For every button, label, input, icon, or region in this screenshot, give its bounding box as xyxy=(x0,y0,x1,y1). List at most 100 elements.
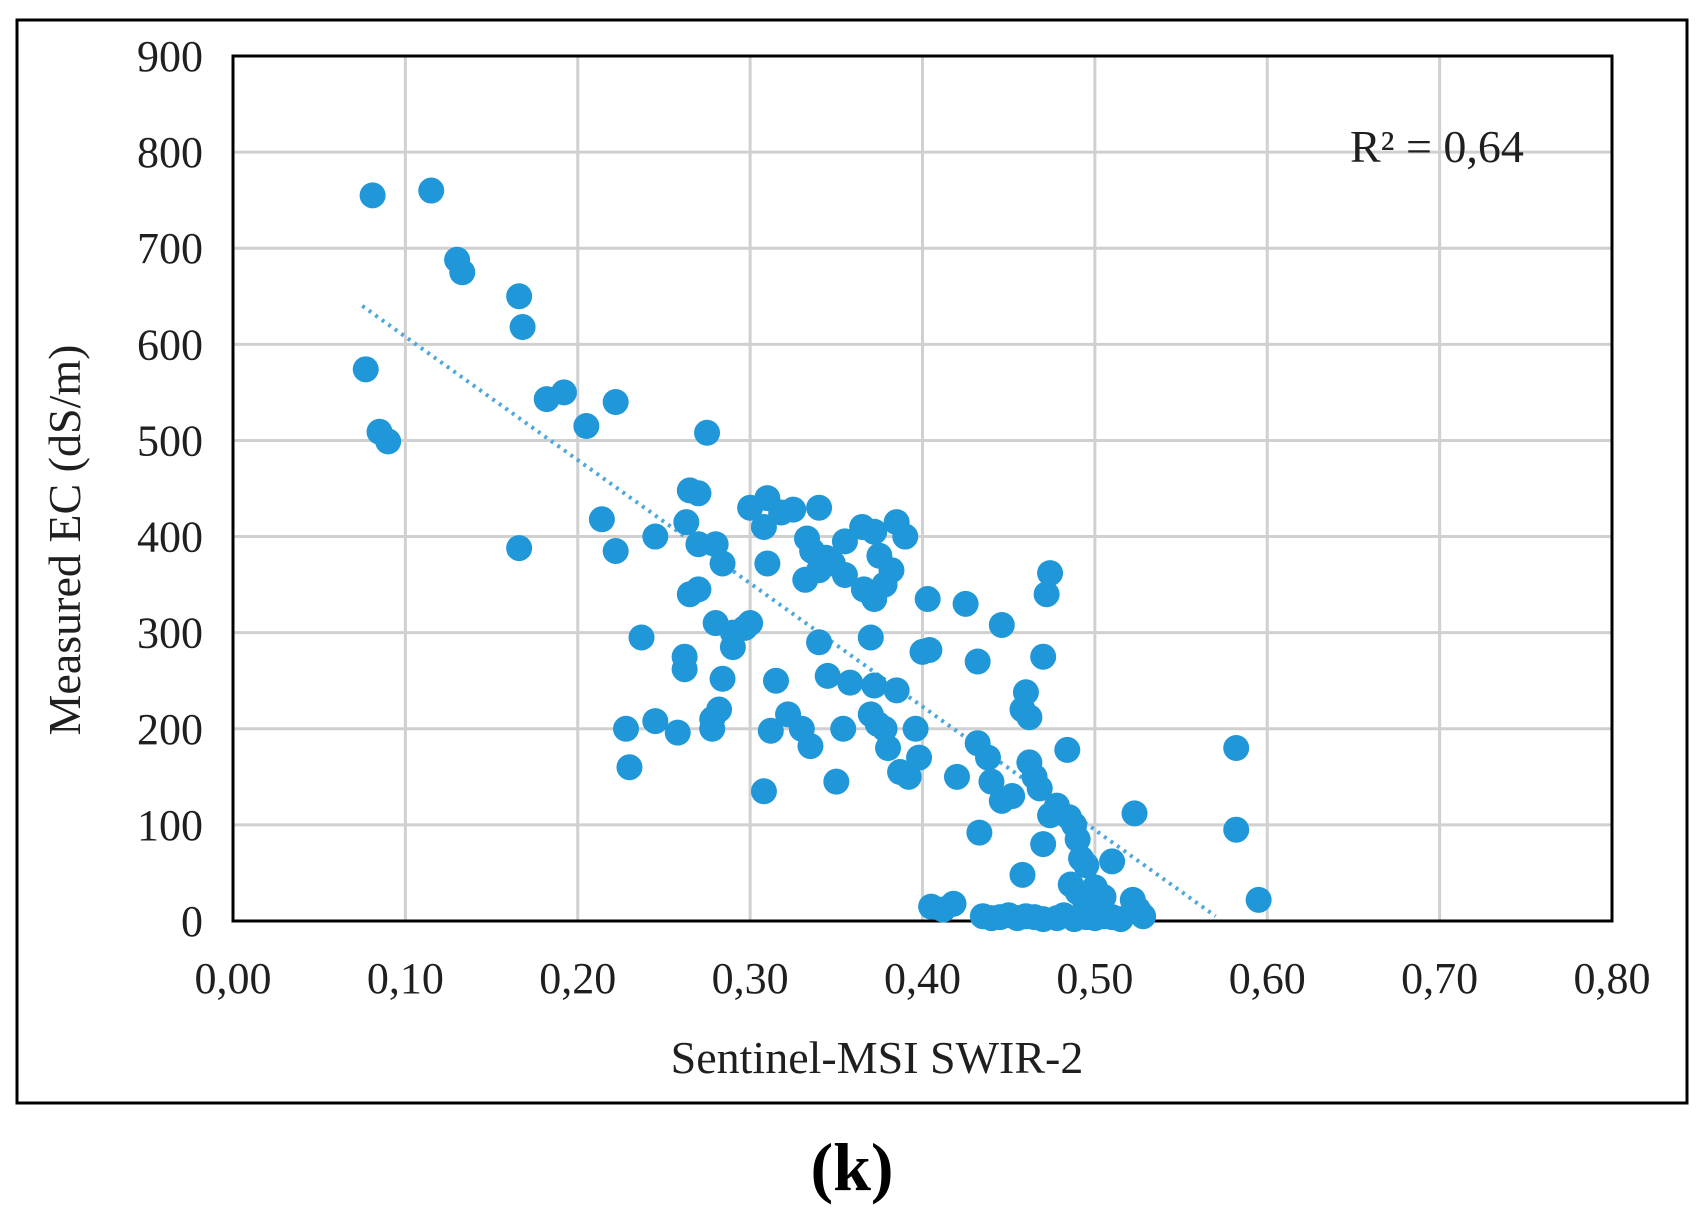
data-point xyxy=(642,523,669,550)
data-point xyxy=(806,494,833,521)
data-point xyxy=(916,636,943,663)
y-tick-label: 800 xyxy=(137,128,203,177)
data-point xyxy=(1223,816,1250,843)
data-point xyxy=(871,571,898,598)
data-point xyxy=(359,182,386,209)
data-point xyxy=(914,586,941,613)
data-point xyxy=(964,648,991,675)
data-point xyxy=(694,419,721,446)
x-tick-label: 0,30 xyxy=(712,954,789,1003)
data-point xyxy=(352,356,379,383)
plot-area xyxy=(231,54,1614,923)
data-point xyxy=(664,719,691,746)
data-point xyxy=(709,665,736,692)
y-tick-label: 500 xyxy=(137,416,203,465)
data-point xyxy=(797,733,824,760)
data-point xyxy=(906,744,933,771)
y-tick-label: 300 xyxy=(137,609,203,658)
data-point xyxy=(814,662,841,689)
data-point xyxy=(737,610,764,637)
data-point xyxy=(823,768,850,795)
gridlines xyxy=(231,54,1614,923)
data-point xyxy=(831,528,858,555)
data-point xyxy=(1090,883,1117,910)
data-point xyxy=(1037,560,1064,587)
x-tick-label: 0,20 xyxy=(539,954,616,1003)
data-point xyxy=(750,778,777,805)
data-point xyxy=(895,763,922,790)
data-point xyxy=(602,389,629,415)
data-point xyxy=(875,735,902,761)
data-point xyxy=(861,672,888,699)
data-point xyxy=(671,656,698,683)
r-squared-annotation: R² = 0,64 xyxy=(1350,121,1524,172)
data-point xyxy=(550,379,577,406)
data-point xyxy=(685,576,712,603)
data-point xyxy=(988,611,1015,638)
chart-frame xyxy=(15,18,1689,1105)
data-points xyxy=(352,177,1272,933)
data-point xyxy=(1245,886,1272,913)
data-point xyxy=(1033,581,1060,608)
data-point xyxy=(1223,735,1250,761)
data-point xyxy=(506,283,533,310)
data-point xyxy=(966,819,993,846)
data-point xyxy=(1016,704,1043,731)
data-point xyxy=(1073,852,1100,879)
data-point xyxy=(506,535,533,562)
data-point xyxy=(978,768,1005,795)
data-point xyxy=(1121,800,1148,827)
data-point xyxy=(837,669,864,696)
data-point xyxy=(999,783,1026,810)
data-point xyxy=(750,513,777,540)
data-point xyxy=(685,480,712,507)
data-point xyxy=(602,537,629,564)
y-tick-label: 600 xyxy=(137,320,203,369)
data-point xyxy=(943,763,970,790)
data-point xyxy=(757,717,784,744)
data-point xyxy=(1054,736,1081,763)
x-tick-label: 0,80 xyxy=(1574,954,1651,1003)
data-point xyxy=(1030,831,1057,858)
data-point xyxy=(642,708,669,735)
y-tick-label: 900 xyxy=(137,32,203,81)
data-point xyxy=(509,314,536,341)
y-tick-label: 0 xyxy=(181,897,203,946)
data-point xyxy=(1130,903,1157,930)
data-point xyxy=(1012,679,1039,706)
data-point xyxy=(616,754,643,781)
data-point xyxy=(1030,643,1057,670)
data-point xyxy=(1026,775,1053,802)
data-point xyxy=(699,715,726,742)
data-point xyxy=(830,715,857,742)
x-tick-label: 0,00 xyxy=(195,954,272,1003)
x-tick-label: 0,70 xyxy=(1401,954,1478,1003)
data-point xyxy=(754,550,781,577)
data-point xyxy=(902,715,929,742)
data-point xyxy=(871,715,898,742)
data-point xyxy=(892,523,919,550)
data-point xyxy=(673,509,700,536)
data-point xyxy=(1107,906,1134,933)
y-tick-labels: 0 100 200 300 400 500 600 700 800 900 xyxy=(137,32,203,946)
data-point xyxy=(613,715,640,742)
x-tick-label: 0,50 xyxy=(1056,954,1133,1003)
x-tick-label: 0,40 xyxy=(884,954,961,1003)
y-tick-label: 400 xyxy=(137,513,203,562)
data-point xyxy=(883,677,910,704)
data-point xyxy=(940,890,967,917)
data-point xyxy=(1064,826,1091,853)
data-point xyxy=(573,413,600,440)
data-point xyxy=(449,259,476,286)
data-point xyxy=(709,550,736,577)
x-axis-title: Sentinel-MSI SWIR-2 xyxy=(671,1032,1084,1083)
data-point xyxy=(975,744,1002,771)
data-point xyxy=(588,506,615,533)
data-point xyxy=(857,624,884,651)
y-tick-label: 700 xyxy=(137,224,203,273)
y-axis-title: Measured EC (dS/m) xyxy=(39,345,90,736)
x-tick-labels: 0,00 0,10 0,20 0,30 0,40 0,50 0,60 0,70 0,80 xyxy=(195,954,1651,1003)
panel-label: (k) xyxy=(810,1129,893,1205)
x-tick-label: 0,60 xyxy=(1229,954,1306,1003)
